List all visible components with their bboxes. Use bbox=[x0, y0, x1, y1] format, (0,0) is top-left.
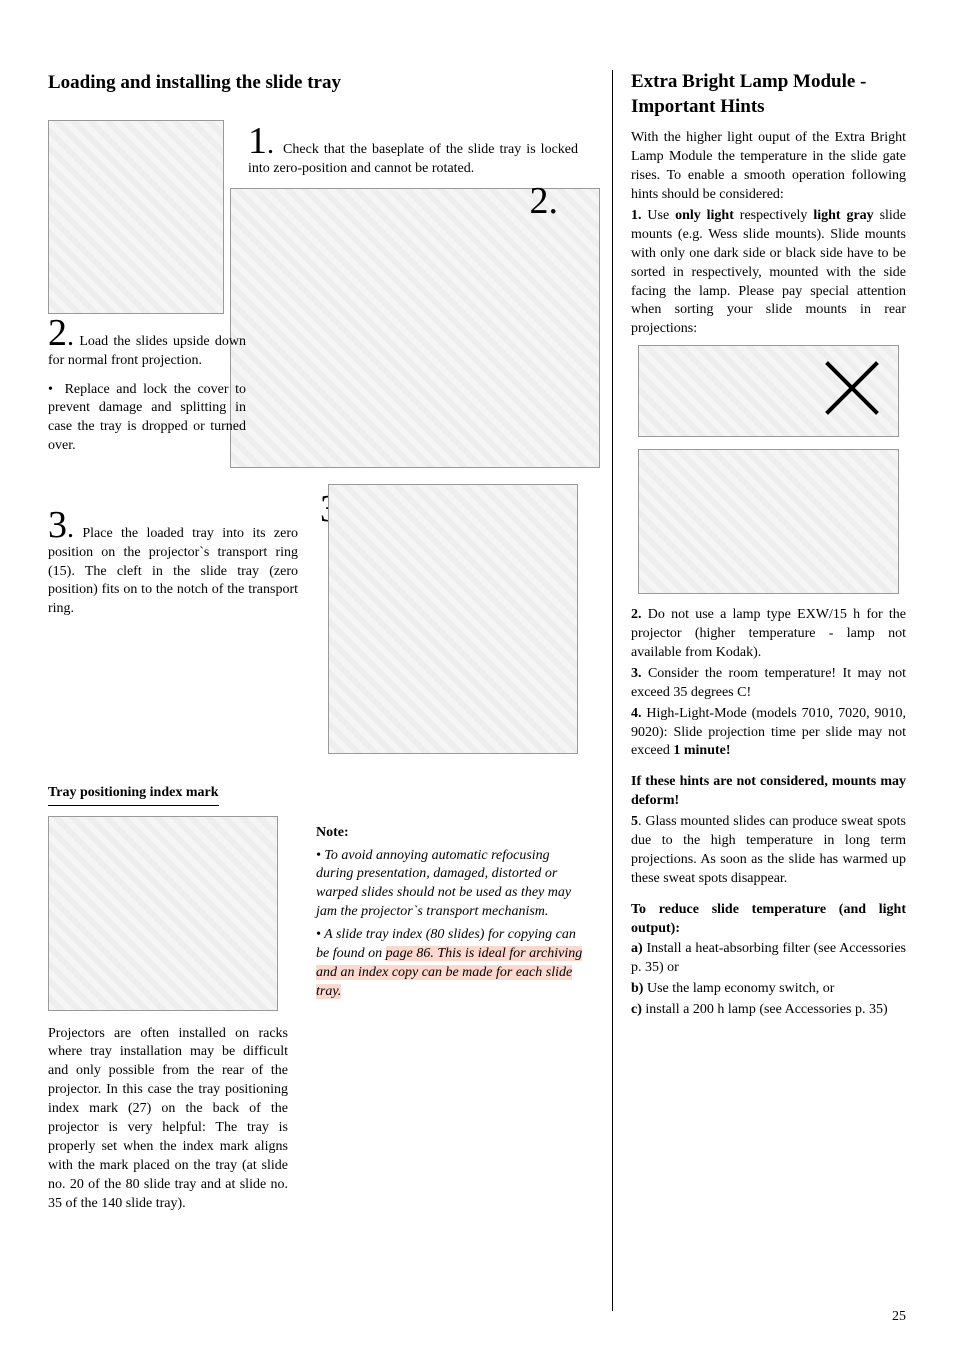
section-top: 1. Check that the baseplate of the slide… bbox=[48, 114, 588, 474]
figure-2-label: 2. bbox=[530, 176, 559, 227]
right-column: Extra Bright Lamp Module - Important Hin… bbox=[612, 70, 906, 1311]
hint-3: 3. Consider the room temperature! It may… bbox=[631, 665, 906, 703]
hint-5: 5. Glass mounted slides can produce swea… bbox=[631, 813, 906, 889]
bottom-left: Tray positioning index mark Projectors a… bbox=[48, 784, 288, 1214]
note-p1: • To avoid annoying automatic refocusing… bbox=[316, 847, 588, 923]
hint-4: 4. High-Light-Mode (models 7010, 7020, 9… bbox=[631, 705, 906, 762]
hint-2: 2. Do not use a lamp type EXW/15 h for t… bbox=[631, 606, 906, 663]
figure-4-index-mark bbox=[48, 816, 278, 1011]
step-3: 3. Place the loaded tray into its zero p… bbox=[48, 474, 298, 620]
section-bottom: Tray positioning index mark Projectors a… bbox=[48, 784, 588, 1214]
figure-slide-mount-wrong bbox=[638, 345, 899, 437]
reduce-c: c) install a 200 h lamp (see Accessories… bbox=[631, 1001, 906, 1020]
figure-slide-mount-tray bbox=[638, 449, 899, 594]
tray-index-subhead: Tray positioning index mark bbox=[48, 784, 219, 806]
reduce-heading: To reduce slide temperature (and light o… bbox=[631, 901, 906, 939]
step-3-number: 3. bbox=[48, 506, 74, 544]
hint-1: 1. Use only light respectively light gra… bbox=[631, 207, 906, 339]
step-1-text: Check that the baseplate of the slide tr… bbox=[248, 142, 578, 176]
left-column: Loading and installing the slide tray 1.… bbox=[48, 70, 588, 1311]
step-1-number: 1. bbox=[248, 122, 274, 160]
note-label: Note: bbox=[316, 824, 588, 843]
figure-3-projector bbox=[328, 484, 578, 754]
tray-index-paragraph: Projectors are often installed on racks … bbox=[48, 1025, 288, 1214]
step-2-number: 2. bbox=[48, 314, 74, 352]
reduce-a: a) Install a heat-absorbing filter (see … bbox=[631, 940, 906, 978]
step-2: 2. Load the slides upside down for norma… bbox=[48, 314, 246, 466]
note-block: Note: • To avoid annoying automatic refo… bbox=[316, 784, 588, 1214]
note-p2: • A slide tray index (80 slides) for cop… bbox=[316, 926, 588, 1002]
right-intro: With the higher light ouput of the Extra… bbox=[631, 129, 906, 205]
page: Loading and installing the slide tray 1.… bbox=[48, 70, 906, 1311]
section-mid: 3. 3. Place the loaded tray into its zer… bbox=[48, 474, 588, 774]
reduce-b: b) Use the lamp economy switch, or bbox=[631, 980, 906, 999]
figure-2-tray-slides bbox=[230, 188, 600, 468]
warning: If these hints are not considered, mount… bbox=[631, 773, 906, 811]
figure-1-tray-detail bbox=[48, 120, 224, 314]
step-1: 1. Check that the baseplate of the slide… bbox=[248, 122, 578, 179]
step-2-text-2: Replace and lock the cover to prevent da… bbox=[48, 382, 246, 454]
step-2-text-1: Load the slides upside down for normal f… bbox=[48, 334, 246, 368]
page-number: 25 bbox=[892, 1308, 906, 1327]
step-3-text: Place the loaded tray into its zero posi… bbox=[48, 526, 298, 617]
right-heading: Extra Bright Lamp Module - Important Hin… bbox=[631, 70, 906, 119]
bullet-icon: • bbox=[48, 381, 58, 400]
left-heading: Loading and installing the slide tray bbox=[48, 70, 588, 96]
